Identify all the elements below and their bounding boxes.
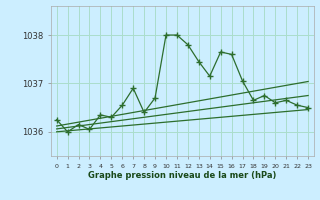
X-axis label: Graphe pression niveau de la mer (hPa): Graphe pression niveau de la mer (hPa) (88, 171, 276, 180)
